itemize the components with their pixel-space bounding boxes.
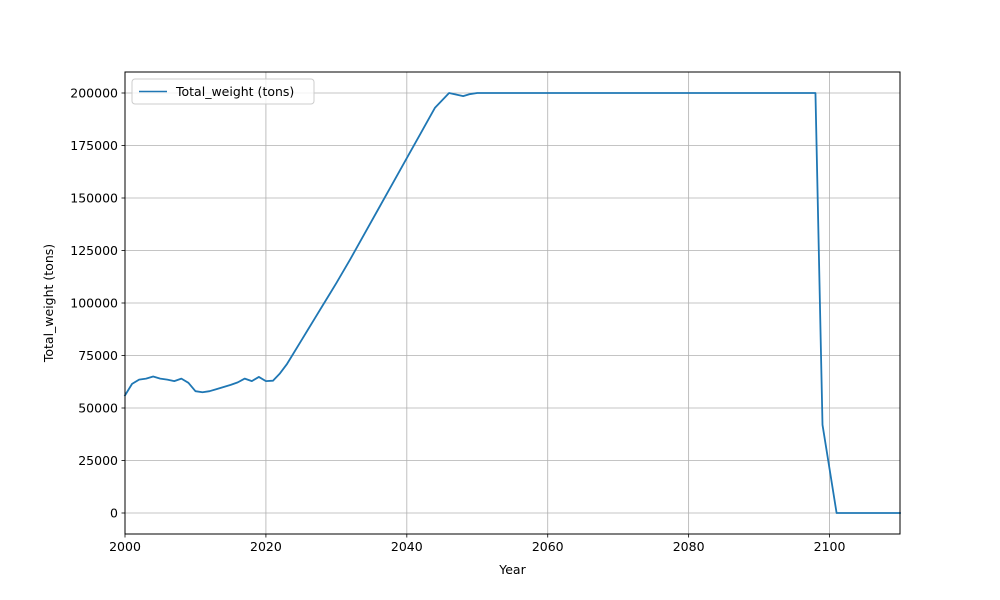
y-tick-label: 0 xyxy=(110,506,118,521)
x-tick-label: 2020 xyxy=(250,539,282,554)
y-tick-label: 150000 xyxy=(70,191,118,206)
x-tick-label: 2040 xyxy=(391,539,423,554)
series-layer xyxy=(123,92,901,514)
legend-label: Total_weight (tons) xyxy=(175,84,294,99)
y-tick-label: 125000 xyxy=(70,243,118,258)
y-tick-label: 175000 xyxy=(70,138,118,153)
x-tick-label: 2100 xyxy=(814,539,846,554)
y-axis-label: Total_weight (tons) xyxy=(41,244,56,363)
legend: Total_weight (tons) xyxy=(131,78,315,105)
legend-box xyxy=(131,78,315,105)
y-tick-label: 50000 xyxy=(78,401,118,416)
y-tick-label: 200000 xyxy=(70,86,118,101)
x-tick-label: 2060 xyxy=(532,539,564,554)
ticks: 2000 2020 2040 2060 2080 2100 0 25000 50000 75000… xyxy=(70,86,845,555)
x-axis-label: Year xyxy=(498,562,526,577)
y-tick-label: 100000 xyxy=(70,296,118,311)
x-tick-label: 2000 xyxy=(109,539,141,554)
y-tick-label: 75000 xyxy=(78,348,118,363)
grid xyxy=(124,72,900,534)
y-tick-label: 25000 xyxy=(78,453,118,468)
x-tick-label: 2080 xyxy=(673,539,705,554)
series-line xyxy=(123,92,901,514)
